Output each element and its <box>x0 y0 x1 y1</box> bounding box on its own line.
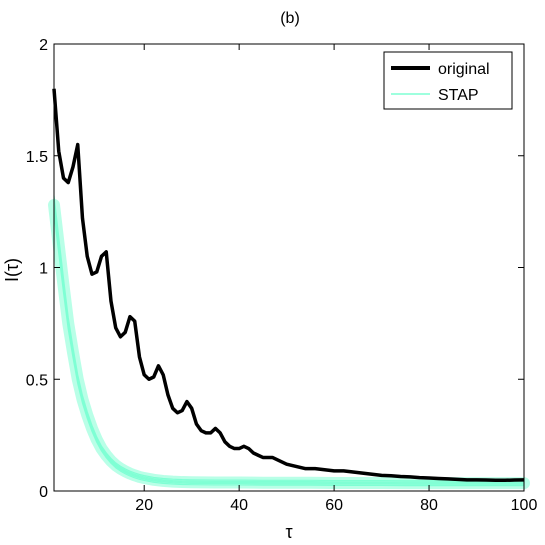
y-axis: 0 0.5 1 1.5 2 <box>26 37 524 501</box>
chart-title: (b) <box>280 10 300 27</box>
series-original-line <box>52 88 525 483</box>
y-tick-label: 1 <box>39 261 48 278</box>
legend-box <box>383 51 513 110</box>
x-axis-label: τ <box>285 522 292 542</box>
y-tick-label: 0.5 <box>26 372 48 389</box>
stap-band-group <box>48 195 530 490</box>
x-tick-label: 80 <box>420 497 438 514</box>
y-tick-label: 1.5 <box>26 149 48 166</box>
y-tick-label: 0 <box>39 484 48 501</box>
legend-label-stap: STAP <box>438 87 479 104</box>
x-axis: 20 40 60 80 100 <box>135 44 537 514</box>
x-tick-label: 60 <box>325 497 343 514</box>
series-layer <box>52 88 525 483</box>
series-stap-trace <box>53 195 524 482</box>
x-tick-label: 20 <box>135 497 153 514</box>
y-tick-label: 2 <box>39 37 48 54</box>
y-axis-label: I(τ) <box>2 258 22 282</box>
x-tick-label: 100 <box>511 497 538 514</box>
legend: original STAP <box>383 51 513 110</box>
x-tick-label: 40 <box>230 497 248 514</box>
legend-label-original: original <box>438 61 490 78</box>
